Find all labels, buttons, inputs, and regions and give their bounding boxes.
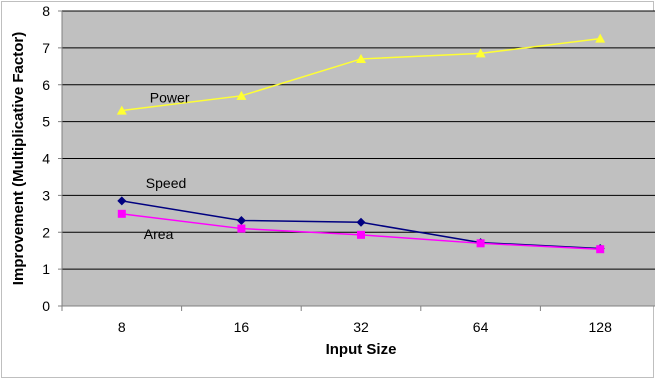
y-tick-label: 8 bbox=[42, 3, 50, 19]
y-tick-label: 6 bbox=[42, 77, 50, 93]
data-point-speed bbox=[236, 215, 246, 225]
data-point-area bbox=[237, 224, 246, 233]
y-tick-label: 1 bbox=[42, 261, 50, 277]
data-point-power bbox=[116, 105, 127, 115]
y-tick-label: 3 bbox=[42, 187, 50, 203]
y-tick-label: 7 bbox=[42, 40, 50, 56]
x-tick-label: 16 bbox=[234, 319, 250, 335]
x-tick-label: 128 bbox=[589, 319, 613, 335]
data-point-area bbox=[357, 230, 365, 239]
y-axis-title: Improvement (Multiplicative Factor) bbox=[10, 32, 27, 285]
x-tick-label: 8 bbox=[118, 319, 126, 335]
series-label-power: Power bbox=[150, 90, 190, 106]
x-tick-labels: 8 16 32 64 128 bbox=[118, 319, 612, 335]
y-tick-label: 5 bbox=[42, 114, 50, 130]
data-point-power bbox=[475, 48, 486, 58]
series: Power Speed Area bbox=[116, 33, 606, 254]
series-power: Power bbox=[116, 33, 606, 115]
series-label-area: Area bbox=[144, 226, 174, 242]
x-tick-label: 32 bbox=[353, 319, 369, 335]
data-point-area bbox=[476, 239, 485, 248]
data-point-power bbox=[595, 33, 606, 43]
series-area: Area bbox=[117, 209, 605, 254]
x-tick-label: 64 bbox=[473, 319, 489, 335]
data-point-area bbox=[117, 209, 126, 218]
data-point-speed bbox=[356, 217, 366, 227]
axes bbox=[58, 10, 655, 311]
data-point-power bbox=[236, 90, 247, 100]
y-tick-labels: 0 1 2 3 4 5 6 7 8 bbox=[42, 3, 50, 314]
series-label-speed: Speed bbox=[146, 175, 186, 191]
data-point-speed bbox=[117, 196, 127, 206]
x-axis-title: Input Size bbox=[326, 341, 397, 358]
data-point-area bbox=[596, 245, 605, 254]
y-tick-label: 4 bbox=[42, 151, 50, 167]
y-tick-label: 2 bbox=[42, 224, 50, 240]
data-point-power bbox=[356, 53, 366, 63]
y-tick-label: 0 bbox=[42, 298, 50, 314]
